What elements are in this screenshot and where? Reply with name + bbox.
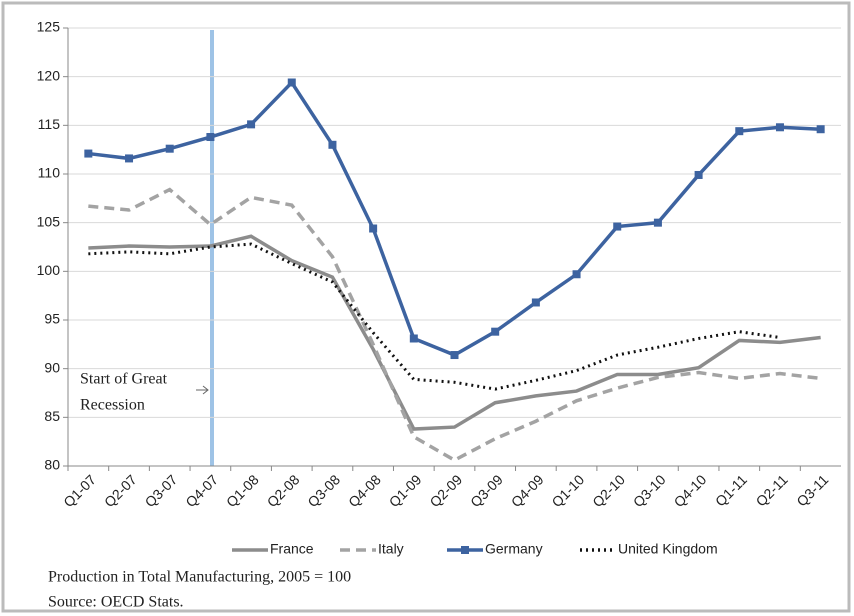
marker: [84, 149, 93, 158]
x-tick-label: Q4-09: [508, 471, 547, 510]
y-tick-label: 90: [44, 359, 60, 375]
x-tick-label: Q3-09: [467, 471, 506, 510]
x-tick-label: Q3-07: [142, 471, 181, 510]
marker: [572, 270, 581, 279]
y-tick-label: 100: [37, 262, 61, 278]
y-tick-label: 105: [37, 213, 61, 229]
marker: [206, 133, 215, 142]
series-line: [88, 234, 821, 431]
annotation: Start of Great: [80, 371, 168, 388]
marker: [165, 144, 174, 153]
legend-label: France: [270, 541, 314, 557]
note: Source: OECD Stats.: [48, 594, 184, 611]
y-tick-label: 110: [38, 165, 61, 181]
legend-marker: [461, 546, 469, 554]
x-tick-label: Q1-09: [386, 471, 425, 510]
x-tick-label: Q3-11: [793, 471, 831, 509]
x-tick-label: Q3-10: [630, 471, 669, 510]
x-tick-label: Q1-10: [548, 471, 587, 510]
x-tick-label: Q1-08: [223, 471, 262, 510]
x-tick-label: Q2-10: [589, 471, 628, 510]
y-tick-label: 80: [44, 457, 60, 473]
x-tick-label: Q2-11: [753, 471, 791, 509]
y-tick-label: 85: [44, 408, 60, 424]
marker: [653, 218, 662, 227]
x-tick-label: Q4-07: [182, 471, 221, 510]
y-tick-label: 115: [38, 116, 61, 132]
x-tick-label: Q4-08: [345, 471, 384, 510]
marker: [613, 222, 622, 231]
series-line: [88, 242, 781, 391]
x-tick-label: Q3-08: [304, 471, 343, 510]
marker: [287, 78, 296, 87]
legend-label: Italy: [378, 541, 404, 557]
x-tick-label: Q1-07: [60, 471, 99, 510]
annotation-arrow: [196, 385, 209, 395]
marker: [491, 327, 500, 336]
marker: [816, 125, 825, 134]
legend-label: United Kingdom: [618, 541, 718, 557]
y-tick-label: 125: [37, 19, 61, 35]
legend-label: Germany: [485, 541, 543, 557]
x-tick-label: Q4-10: [671, 471, 710, 510]
series-line: [88, 79, 821, 357]
x-tick-label: Q2-07: [101, 471, 140, 510]
x-tick-label: Q2-08: [264, 471, 303, 510]
annotation: Recession: [80, 397, 145, 414]
x-tick-label: Q2-09: [426, 471, 465, 510]
marker: [694, 170, 703, 179]
y-tick-label: 95: [44, 311, 60, 327]
note: Production in Total Manufacturing, 2005 …: [48, 569, 351, 586]
marker: [531, 298, 540, 307]
marker: [125, 154, 134, 163]
y-tick-label: 120: [37, 67, 61, 83]
marker: [369, 224, 378, 233]
marker: [328, 140, 337, 149]
marker: [735, 127, 744, 136]
series-line: [88, 187, 821, 463]
marker: [247, 120, 256, 129]
marker: [775, 123, 784, 132]
x-tick-label: Q1-11: [712, 471, 750, 509]
marker: [450, 351, 459, 360]
marker: [409, 334, 418, 343]
